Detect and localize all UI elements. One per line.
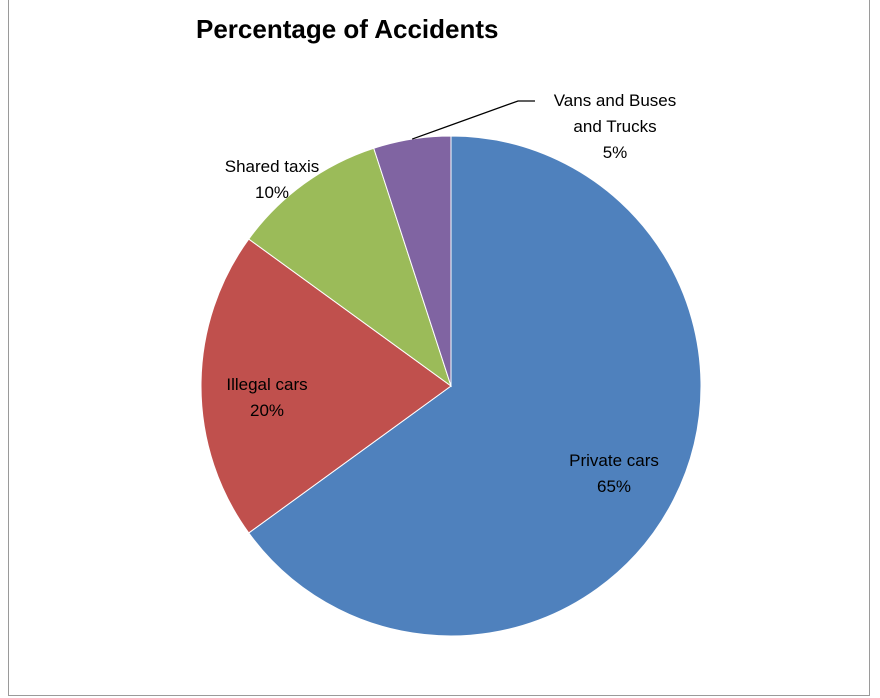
data-label-line: Private cars bbox=[569, 451, 659, 470]
data-label-line: 10% bbox=[255, 183, 289, 202]
data-label-line: 20% bbox=[250, 401, 284, 420]
data-label-line: Vans and Buses bbox=[554, 91, 677, 110]
data-label-line: Illegal cars bbox=[226, 375, 307, 394]
data-label-line: 5% bbox=[603, 143, 628, 162]
chart-title: Percentage of Accidents bbox=[196, 14, 499, 44]
pie-slice-vans-and-buses-and-trucks bbox=[373, 135, 452, 387]
pie-slice-illegal-cars bbox=[200, 238, 452, 534]
data-label-illegal-cars: Illegal cars 20% bbox=[226, 375, 307, 420]
data-label-vans-and-buses-and-trucks: Vans and Buses and Trucks 5% bbox=[554, 91, 677, 162]
data-label-shared-taxis: Shared taxis 10% bbox=[225, 157, 320, 202]
data-label-line: Shared taxis bbox=[225, 157, 320, 176]
pie-slice-shared-taxis bbox=[248, 147, 452, 388]
pie-slice-private-cars bbox=[248, 135, 702, 637]
data-label-line: and Trucks bbox=[573, 117, 656, 136]
data-label-line: 65% bbox=[597, 477, 631, 496]
data-label-private-cars: Private cars 65% bbox=[569, 451, 659, 496]
leader-line bbox=[411, 100, 535, 140]
